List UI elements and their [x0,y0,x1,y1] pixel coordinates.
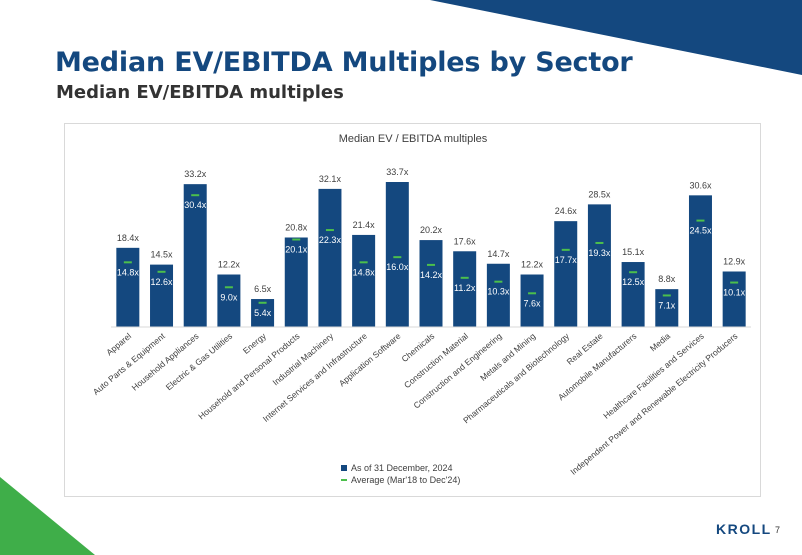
average-value-label-5: 20.1x [285,245,308,255]
category-label-8: Application Software [337,331,403,389]
bar-value-label-0: 18.4x [117,233,140,243]
bar-12 [520,274,544,327]
bar-11 [486,263,510,327]
page-number: 7 [775,525,781,535]
bar-3 [217,274,241,327]
category-label-0: Apparel [104,331,133,358]
average-value-label-8: 16.0x [386,262,409,272]
average-value-label-0: 14.8x [117,267,140,277]
average-value-label-3: 9.0x [220,292,238,302]
bar-13 [554,221,578,327]
bar-value-label-14: 28.5x [588,189,611,199]
bar-16 [655,289,679,327]
bar-18 [722,271,746,327]
bar-value-label-2: 33.2x [184,169,207,179]
bar-value-label-7: 21.4x [353,220,376,230]
average-value-label-1: 12.6x [151,277,174,287]
average-value-label-18: 10.1x [723,288,746,298]
bar-value-label-16: 8.8x [658,274,676,284]
bar-0 [116,247,140,327]
bar-value-label-5: 20.8x [285,223,308,233]
chart-frame: Median EV / EBITDA multiples 18.4x 14.8x Ap… [64,123,761,497]
bar-6 [318,188,342,327]
average-value-label-2: 30.4x [184,200,207,210]
bar-value-label-12: 12.2x [521,260,544,270]
average-value-label-10: 11.2x [454,283,476,293]
bar-value-label-3: 12.2x [218,260,241,270]
bar-8 [385,182,409,327]
average-value-label-17: 24.5x [689,226,712,236]
category-label-6: Industrial Machinery [271,330,336,387]
bar-4 [251,299,275,327]
average-value-label-6: 22.3x [319,235,342,245]
legend-label-average: Average (Mar'18 to Dec'24) [351,475,460,485]
average-value-label-12: 7.6x [524,298,542,308]
average-value-label-13: 17.7x [555,255,578,265]
category-label-16: Media [648,331,672,354]
average-value-label-14: 19.3x [588,248,611,258]
brand-logo: KROLL [716,521,772,537]
page-subtitle: Median EV/EBITDA multiples [56,82,344,103]
bar-value-label-6: 32.1x [319,174,342,184]
average-value-label-7: 14.8x [353,267,376,277]
page-title: Median EV/EBITDA Multiples by Sector [55,47,633,78]
bar-7 [352,234,376,327]
average-value-label-9: 14.2x [420,270,443,280]
bar-value-label-11: 14.7x [487,249,510,259]
average-value-label-15: 12.5x [622,277,645,287]
bar-17 [688,195,712,327]
average-value-label-11: 10.3x [487,287,510,297]
bar-14 [587,204,611,327]
bar-2 [183,184,207,327]
bar-value-label-10: 17.6x [454,236,477,246]
legend-swatch-bars [341,465,347,471]
bar-chart: Median EV / EBITDA multiples 18.4x 14.8x Ap… [91,133,751,485]
bar-10 [453,251,477,327]
bar-5 [284,237,308,327]
bar-value-label-4: 6.5x [254,284,272,294]
category-label-4: Energy [241,330,269,355]
bar-value-label-13: 24.6x [555,206,578,216]
bar-value-label-1: 14.5x [151,250,174,260]
bar-value-label-15: 15.1x [622,247,645,257]
category-label-3: Electric & Gas Utilities [164,331,234,392]
bar-15 [621,262,645,327]
bar-9 [419,240,443,327]
bar-value-label-17: 30.6x [689,180,712,190]
bar-value-label-9: 20.2x [420,225,443,235]
average-value-label-4: 5.4x [254,308,272,318]
bar-value-label-8: 33.7x [386,167,409,177]
average-value-label-16: 7.1x [658,300,676,310]
bar-1 [150,264,174,327]
chart-title: Median EV / EBITDA multiples [339,133,488,145]
legend-label-bars: As of 31 December, 2024 [351,463,453,473]
bar-value-label-18: 12.9x [723,256,746,266]
